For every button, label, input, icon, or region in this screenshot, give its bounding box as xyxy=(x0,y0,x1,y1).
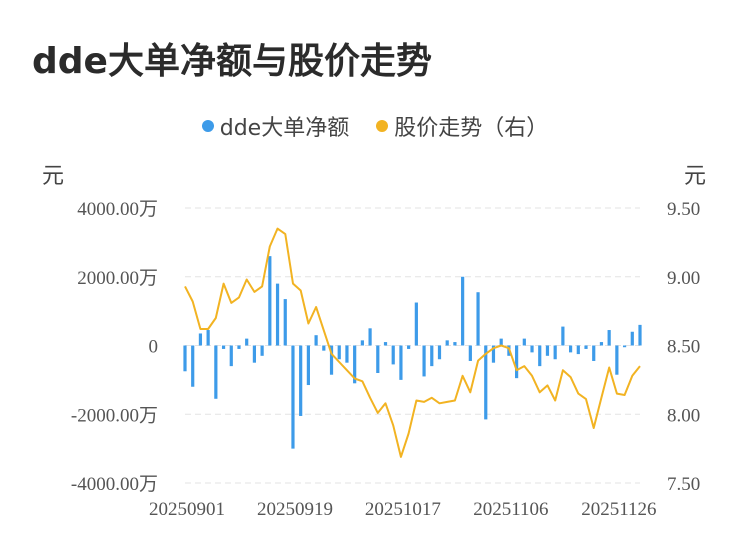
legend-item-line[interactable]: 股价走势（右） xyxy=(376,110,548,142)
legend-bar-marker xyxy=(201,120,214,132)
bar xyxy=(214,345,218,399)
bar xyxy=(615,345,619,375)
bar xyxy=(399,345,403,380)
bar xyxy=(515,345,519,379)
right-tick-label: 8.00 xyxy=(667,405,700,426)
bar xyxy=(360,340,364,346)
left-tick-label: 4000.00万 xyxy=(77,199,158,220)
bar xyxy=(484,345,488,420)
right-tick-label: 8.50 xyxy=(667,337,700,358)
bar xyxy=(260,345,264,356)
bar xyxy=(329,345,334,375)
bar xyxy=(391,345,395,365)
bar xyxy=(414,302,418,346)
bar xyxy=(183,345,187,372)
bar xyxy=(545,345,550,356)
left-axis-unit: 元 xyxy=(42,164,65,189)
x-tick-label: 20251126 xyxy=(581,499,656,520)
x-tick-label: 20251106 xyxy=(473,499,548,520)
chart-title: dde大单净额与股价走势 xyxy=(32,41,432,82)
bar xyxy=(599,342,604,346)
bar xyxy=(453,342,457,346)
bar xyxy=(491,345,496,363)
bar xyxy=(268,256,272,346)
bar xyxy=(275,283,280,346)
bar xyxy=(198,333,203,346)
bar xyxy=(337,345,341,360)
bar xyxy=(445,340,449,346)
bar xyxy=(638,324,642,346)
bar xyxy=(345,345,349,363)
bar xyxy=(221,345,226,349)
legend: dde大单净额 股价走势（右） xyxy=(0,110,750,142)
bar xyxy=(592,345,596,361)
bar xyxy=(245,338,249,346)
bar xyxy=(561,326,565,346)
right-tick-label: 9.00 xyxy=(667,268,700,289)
bar xyxy=(461,276,465,346)
bar xyxy=(622,345,627,348)
bar xyxy=(576,345,580,355)
bar xyxy=(437,345,442,360)
bar xyxy=(568,345,573,353)
bar xyxy=(407,345,411,349)
bar xyxy=(499,338,503,346)
right-axis-unit: 元 xyxy=(684,164,707,189)
x-tick-label: 20250919 xyxy=(257,499,333,520)
legend-bar-label: dde大单净额 xyxy=(219,116,350,141)
bar xyxy=(530,345,534,353)
bar xyxy=(584,345,588,349)
bar xyxy=(291,345,295,449)
left-tick-label: 2000.00万 xyxy=(77,268,158,289)
left-tick-label: -2000.00万 xyxy=(71,405,158,426)
legend-item-bar[interactable]: dde大单净额 xyxy=(201,110,350,142)
price-line xyxy=(184,227,641,458)
bar xyxy=(368,328,372,346)
bar xyxy=(322,345,326,351)
bar xyxy=(476,292,480,346)
bar xyxy=(376,345,380,373)
bar xyxy=(607,330,611,346)
bar xyxy=(353,345,357,384)
bar xyxy=(468,345,472,361)
bar xyxy=(252,345,257,363)
bar xyxy=(191,345,195,387)
x-tick-label: 20251017 xyxy=(365,499,441,520)
right-tick-label: 7.50 xyxy=(667,474,700,495)
bar xyxy=(283,299,287,346)
bar xyxy=(314,335,318,346)
bar xyxy=(206,330,210,346)
bar xyxy=(383,342,388,346)
legend-line-label: 股价走势（右） xyxy=(394,116,549,141)
right-tick-label: 9.50 xyxy=(667,199,700,220)
bar xyxy=(630,331,634,346)
bar xyxy=(229,345,233,367)
bar xyxy=(553,345,557,360)
left-tick-label: 0 xyxy=(149,337,159,358)
bar xyxy=(538,345,542,367)
bar xyxy=(430,345,434,367)
bar xyxy=(522,338,526,346)
bar xyxy=(237,345,241,349)
bar xyxy=(306,345,310,386)
bar xyxy=(299,345,303,416)
x-tick-label: 20250901 xyxy=(149,499,225,520)
bar xyxy=(422,345,426,377)
legend-line-marker xyxy=(376,120,389,132)
left-tick-label: -4000.00万 xyxy=(71,474,158,495)
